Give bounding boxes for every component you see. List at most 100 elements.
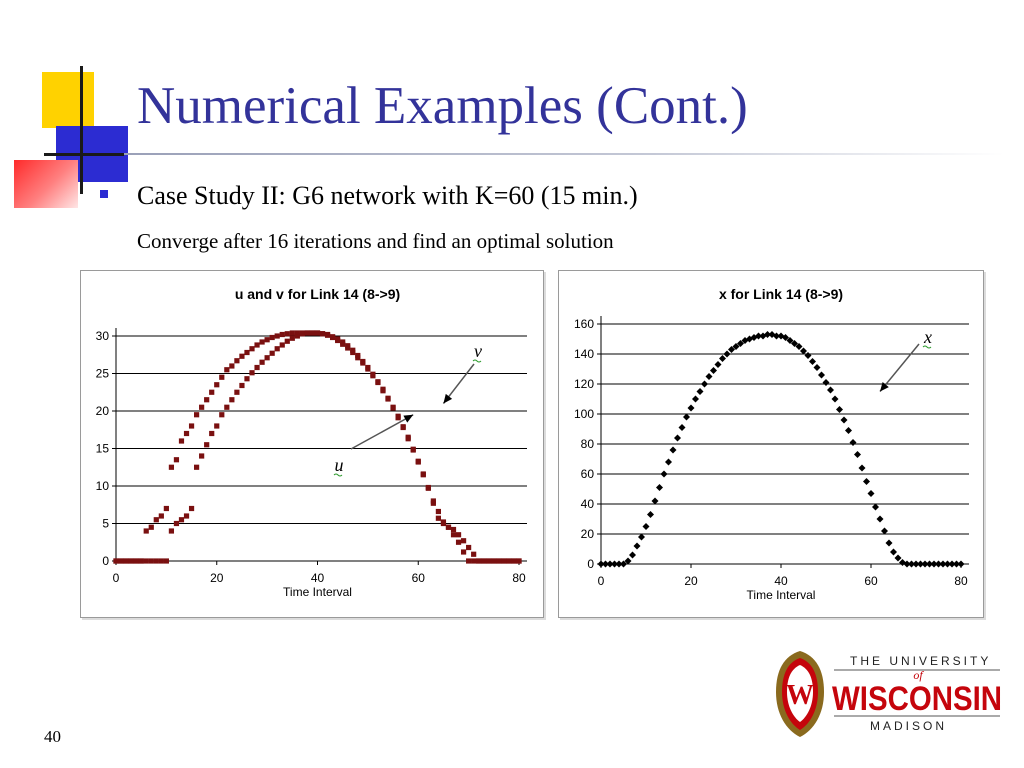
data-point [696,388,704,395]
data-point [912,560,920,568]
data-point [309,330,316,336]
data-point [506,558,512,564]
data-point [460,549,467,555]
data-point [239,382,245,389]
data-point [638,533,645,541]
data-point [867,490,875,497]
data-point [714,361,722,368]
data-point [158,558,164,564]
data-point [249,370,255,376]
data-point [113,558,119,564]
data-point [687,404,695,412]
data-point [224,404,230,410]
annotation-arrow-line [879,343,920,392]
data-point [269,350,275,356]
data-point [264,355,270,361]
data-point [415,458,421,464]
data-point [719,355,726,362]
bullet-text: Case Study II: G6 network with K=60 (15 … [137,181,638,210]
data-point [455,539,462,545]
data-point [168,528,175,534]
data-point [168,464,175,470]
data-point [209,430,215,437]
data-point [355,352,361,359]
data-point [890,548,897,556]
logo-line-of: of [913,668,924,682]
data-point [903,560,911,568]
data-point [289,330,295,336]
x-tick-label: 80 [954,574,968,588]
y-tick-label: 120 [574,377,594,391]
data-point [259,359,265,365]
data-point [294,333,300,339]
data-point [606,560,614,568]
y-tick-label: 60 [581,467,595,481]
data-point [647,511,654,518]
data-point [420,471,426,477]
data-point [926,560,933,568]
data-point [153,517,159,523]
data-point [481,558,487,564]
data-point [917,560,924,568]
data-point [435,515,441,521]
slide-title: Numerical Examples (Cont.) [137,77,748,135]
data-point [501,558,507,564]
data-point [194,464,200,470]
data-point [380,386,386,392]
data-point [360,358,366,365]
data-point [133,558,139,564]
data-point [204,397,210,403]
y-tick-label: 25 [96,367,110,381]
data-point [486,558,492,564]
data-point [143,528,149,534]
bullet-square-icon [100,190,108,198]
data-point [692,395,699,403]
annotation-label-v: v [474,341,482,361]
data-point [274,346,280,352]
data-point [163,558,169,564]
data-point [183,430,190,437]
data-point [264,337,270,343]
y-tick-label: 140 [574,347,594,361]
data-point [345,343,351,349]
data-point [375,379,381,385]
data-point [128,558,134,564]
y-tick-label: 30 [96,329,110,343]
decor-red-gradient-block [14,160,78,208]
y-tick-label: 0 [587,557,594,571]
annotation-squiggle [333,473,343,477]
series-x [597,331,965,568]
data-point [425,484,431,491]
data-point [289,335,295,341]
data-point [665,458,672,466]
decor-horizontal-line [44,153,124,156]
data-point [908,560,915,568]
data-point [314,330,321,336]
title-underline [124,153,1004,155]
x-tick-label: 40 [311,571,325,585]
chart-u-and-v: u and v for Link 14 (8->9) 0 5 10 15 20 25 30 0 2… [80,270,544,618]
data-point [624,557,632,565]
data-point [795,343,803,350]
data-point [496,558,502,564]
data-point [948,560,956,568]
data-point [299,331,305,337]
data-point [674,434,681,442]
data-point [209,389,215,395]
data-point [642,523,650,530]
data-point [385,395,391,401]
data-point [701,380,708,388]
data-point [440,519,447,525]
data-point [845,427,852,434]
x-tick-label: 0 [598,574,605,588]
x-tick-label: 40 [774,574,788,588]
data-point [705,373,713,380]
data-point [602,560,609,568]
data-point [840,416,848,424]
data-point [214,423,220,429]
data-point [188,505,195,512]
data-point [194,412,200,418]
y-tick-label: 0 [102,554,109,568]
data-point [148,524,154,530]
data-point [863,478,870,485]
